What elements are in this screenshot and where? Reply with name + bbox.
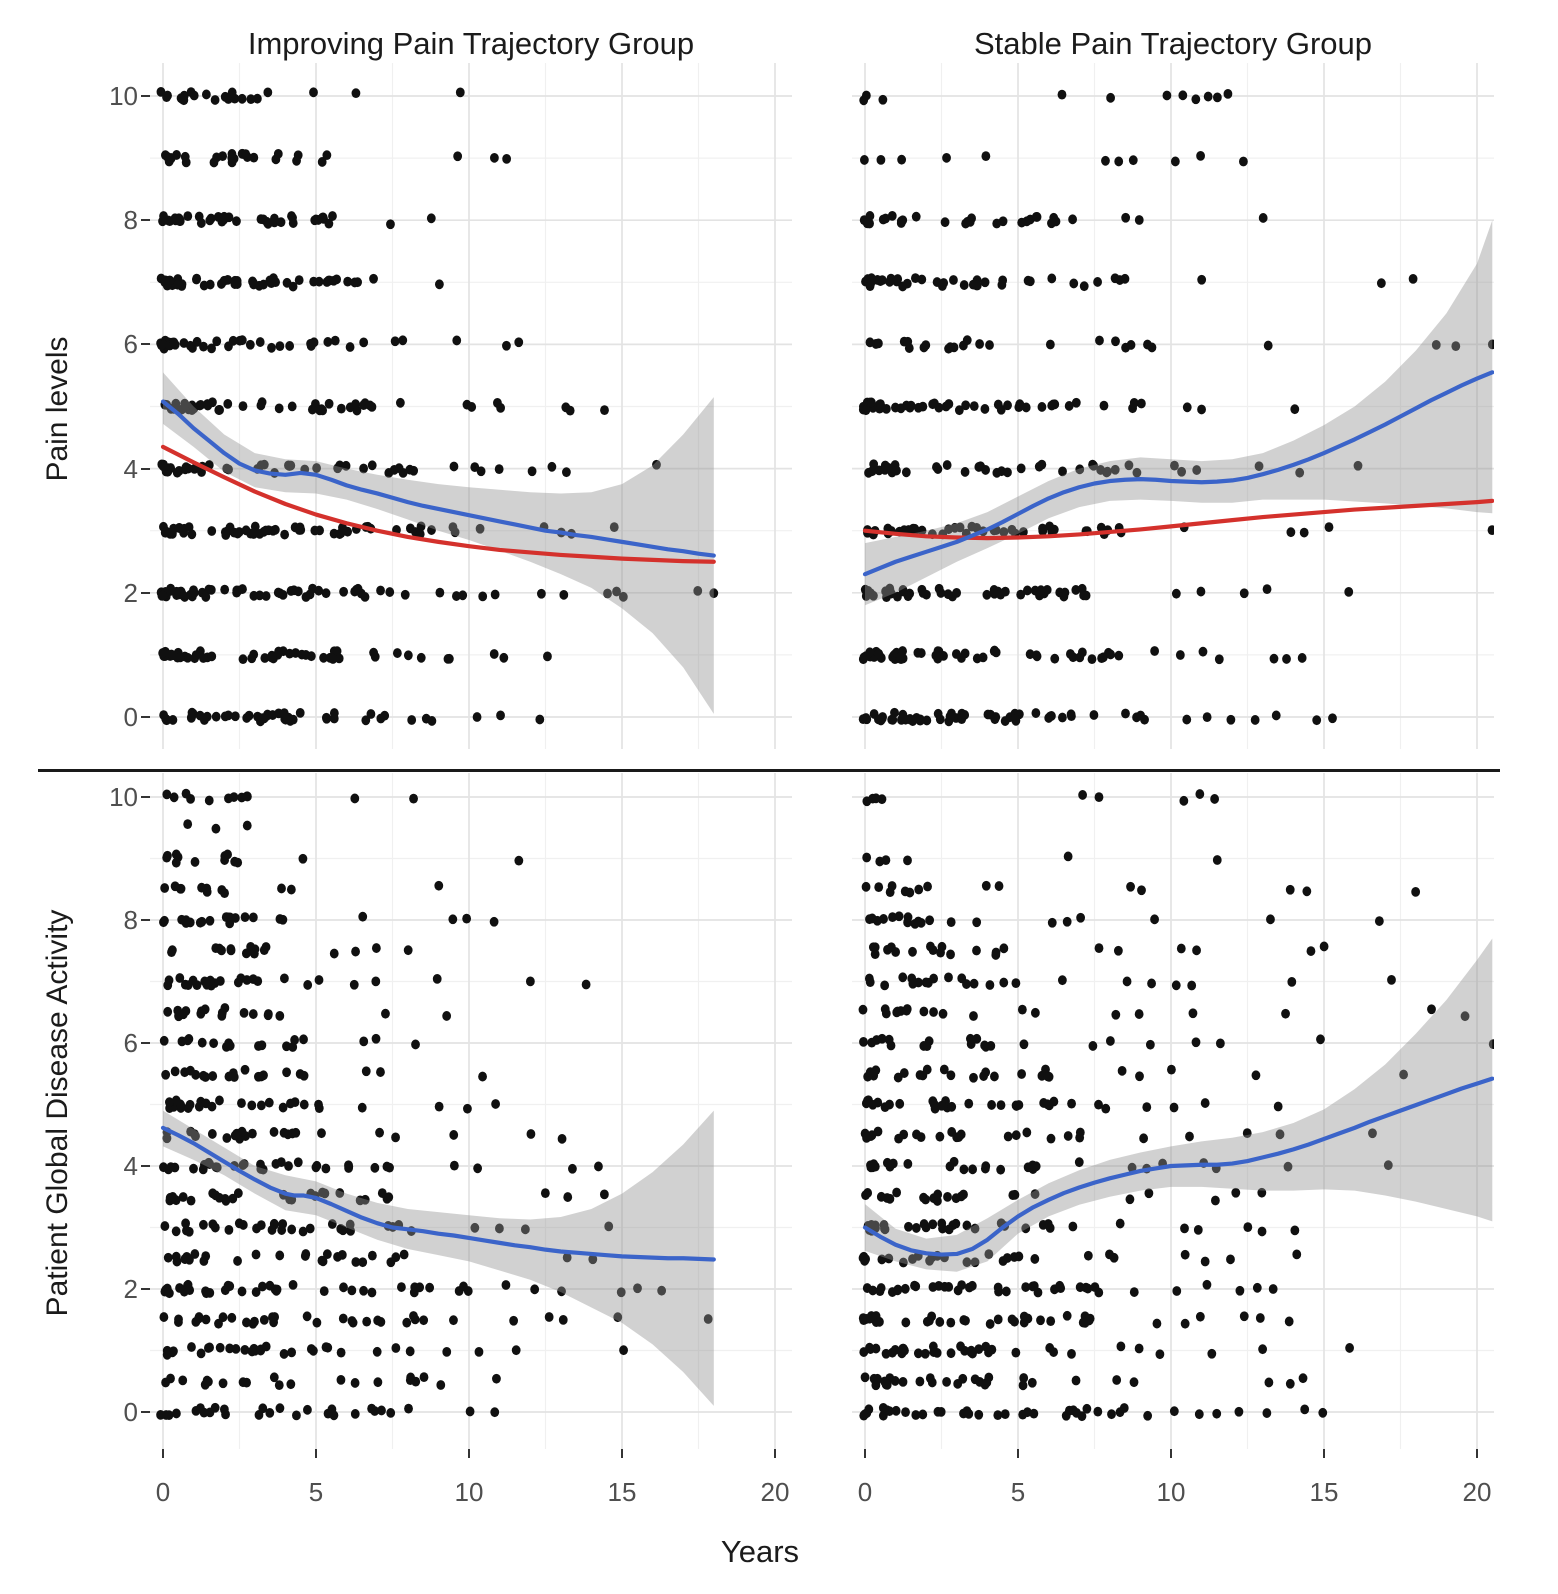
x-tick-label: 0 [155, 1477, 171, 1507]
x-tick-mark [864, 1449, 866, 1458]
y-axis-label-pga: Patient Global Disease Activity [41, 909, 74, 1317]
y-tick-mark [141, 467, 150, 470]
y-tick-mark [141, 1288, 150, 1290]
y-tick-mark [141, 591, 150, 594]
x-tick-mark [162, 1449, 164, 1458]
panel-improving-pain-canvas [150, 63, 792, 749]
y-tick-mark [141, 1042, 150, 1044]
y-tick-label: 4 [123, 453, 138, 484]
x-tick-label: 10 [454, 1477, 484, 1507]
y-tick-label: 2 [123, 1274, 138, 1304]
y-tick-mark [141, 1411, 150, 1413]
x-tick-mark [468, 1449, 470, 1458]
x-tick-mark [315, 1449, 317, 1458]
y-tick-label: 6 [123, 329, 138, 360]
x-tick-label: 15 [1309, 1477, 1339, 1507]
facet-title-stable: Stable Pain Trajectory Group [973, 26, 1373, 61]
y-tick-mark [141, 95, 150, 97]
y-tick-mark [141, 919, 150, 921]
x-axis-label-years: Years [720, 1534, 800, 1569]
y-tick-label: 10 [109, 782, 138, 812]
y-tick-label: 6 [123, 1028, 138, 1058]
x-tick-label: 15 [607, 1477, 637, 1507]
y-tick-mark [141, 716, 150, 718]
x-tick-label: 10 [1156, 1477, 1186, 1507]
panel-improving-pga-canvas [150, 773, 792, 1449]
y-tick-label: 2 [123, 577, 138, 608]
x-tick-mark [774, 1449, 776, 1458]
x-tick-mark [1323, 1449, 1325, 1458]
y-tick-mark [141, 343, 150, 346]
x-tick-label: 0 [857, 1477, 873, 1507]
y-tick-label: 8 [123, 905, 138, 935]
y-axis-label-pain-levels: Pain levels [41, 336, 74, 482]
y-tick-mark [141, 796, 150, 798]
y-tick-label: 0 [123, 702, 138, 732]
panel-stable-pain-canvas [852, 63, 1494, 749]
x-tick-label: 20 [760, 1477, 790, 1507]
facet-title-improving: Improving Pain Trajectory Group [247, 26, 695, 61]
x-tick-label: 5 [1010, 1477, 1026, 1507]
x-tick-label: 5 [308, 1477, 324, 1507]
y-tick-mark [141, 219, 150, 222]
x-tick-mark [1476, 1449, 1478, 1458]
panel-stable-pga-canvas [852, 773, 1494, 1449]
x-tick-label: 20 [1462, 1477, 1492, 1507]
x-tick-mark [1170, 1449, 1172, 1458]
facet-row-separator [38, 769, 1500, 772]
y-tick-label: 8 [123, 205, 138, 236]
y-tick-label: 4 [123, 1151, 138, 1181]
x-tick-mark [1017, 1449, 1019, 1458]
y-tick-label: 10 [109, 81, 138, 111]
y-tick-mark [141, 1165, 150, 1167]
x-tick-mark [621, 1449, 623, 1458]
y-tick-label: 0 [123, 1397, 138, 1427]
